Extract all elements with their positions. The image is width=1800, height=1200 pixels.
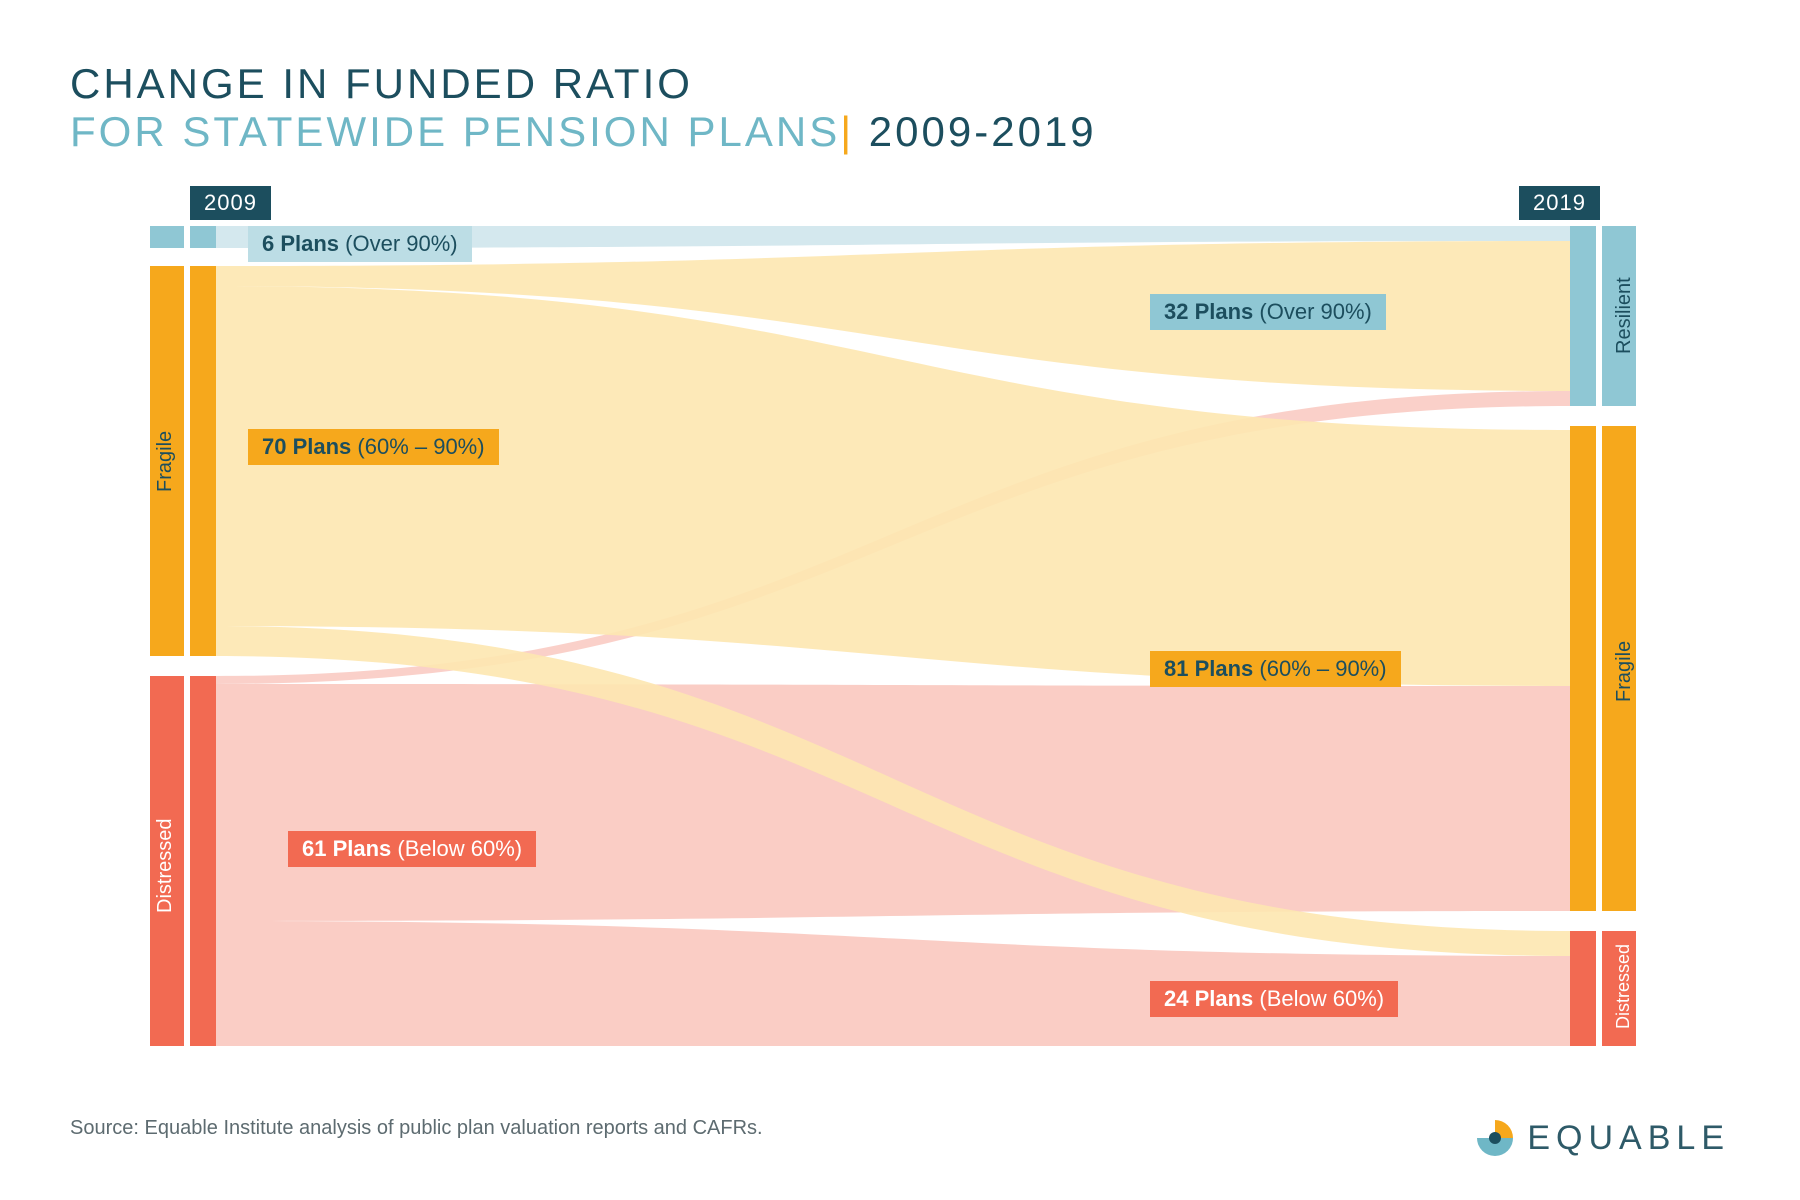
sankey-chart: 2009 2019 Fragile Distressed Resilient F…	[70, 186, 1730, 1066]
title-line2: FOR STATEWIDE PENSION PLANS| 2009-2019	[70, 108, 1730, 156]
label-left-mid: 70 Plans (60% – 90%)	[248, 429, 499, 465]
label-left-mid-count: 70 Plans	[262, 434, 351, 459]
title-sep: |	[840, 108, 854, 155]
label-right-bot-paren: (Below 60%)	[1253, 986, 1384, 1011]
label-left-bot-paren: (Below 60%)	[391, 836, 522, 861]
label-left-top-count: 6 Plans	[262, 231, 339, 256]
source-text: Source: Equable Institute analysis of pu…	[70, 1117, 763, 1140]
page: CHANGE IN FUNDED RATIO FOR STATEWIDE PEN…	[0, 0, 1800, 1200]
year-left: 2009	[190, 186, 271, 220]
title-line1: CHANGE IN FUNDED RATIO	[70, 60, 1730, 108]
logo-icon	[1473, 1116, 1517, 1160]
label-right-top-count: 32 Plans	[1164, 299, 1253, 324]
right-label-fragile: Fragile	[1613, 566, 1636, 776]
label-right-bot-count: 24 Plans	[1164, 986, 1253, 1011]
title-block: CHANGE IN FUNDED RATIO FOR STATEWIDE PEN…	[70, 60, 1730, 156]
label-left-bot: 61 Plans (Below 60%)	[288, 831, 536, 867]
label-left-mid-paren: (60% – 90%)	[351, 434, 484, 459]
sankey-svg	[70, 186, 1730, 1066]
title-years: 2009-2019	[854, 108, 1097, 155]
left-label-fragile: Fragile	[154, 356, 177, 566]
label-right-bot: 24 Plans (Below 60%)	[1150, 981, 1398, 1017]
year-right: 2019	[1519, 186, 1600, 220]
logo: EQUABLE	[1473, 1116, 1730, 1160]
label-right-mid: 81 Plans (60% – 90%)	[1150, 651, 1401, 687]
right-label-resilient: Resilient	[1613, 241, 1636, 391]
logo-text: EQUABLE	[1527, 1119, 1730, 1158]
label-right-mid-paren: (60% – 90%)	[1253, 656, 1386, 681]
label-right-top: 32 Plans (Over 90%)	[1150, 294, 1386, 330]
label-left-top-paren: (Over 90%)	[339, 231, 458, 256]
label-left-bot-count: 61 Plans	[302, 836, 391, 861]
title-domain: FOR STATEWIDE PENSION PLANS	[70, 108, 840, 155]
left-label-distressed: Distressed	[154, 761, 177, 971]
label-right-mid-count: 81 Plans	[1164, 656, 1253, 681]
label-right-top-paren: (Over 90%)	[1253, 299, 1372, 324]
label-left-top: 6 Plans (Over 90%)	[248, 226, 472, 262]
right-label-distressed: Distressed	[1613, 926, 1634, 1046]
